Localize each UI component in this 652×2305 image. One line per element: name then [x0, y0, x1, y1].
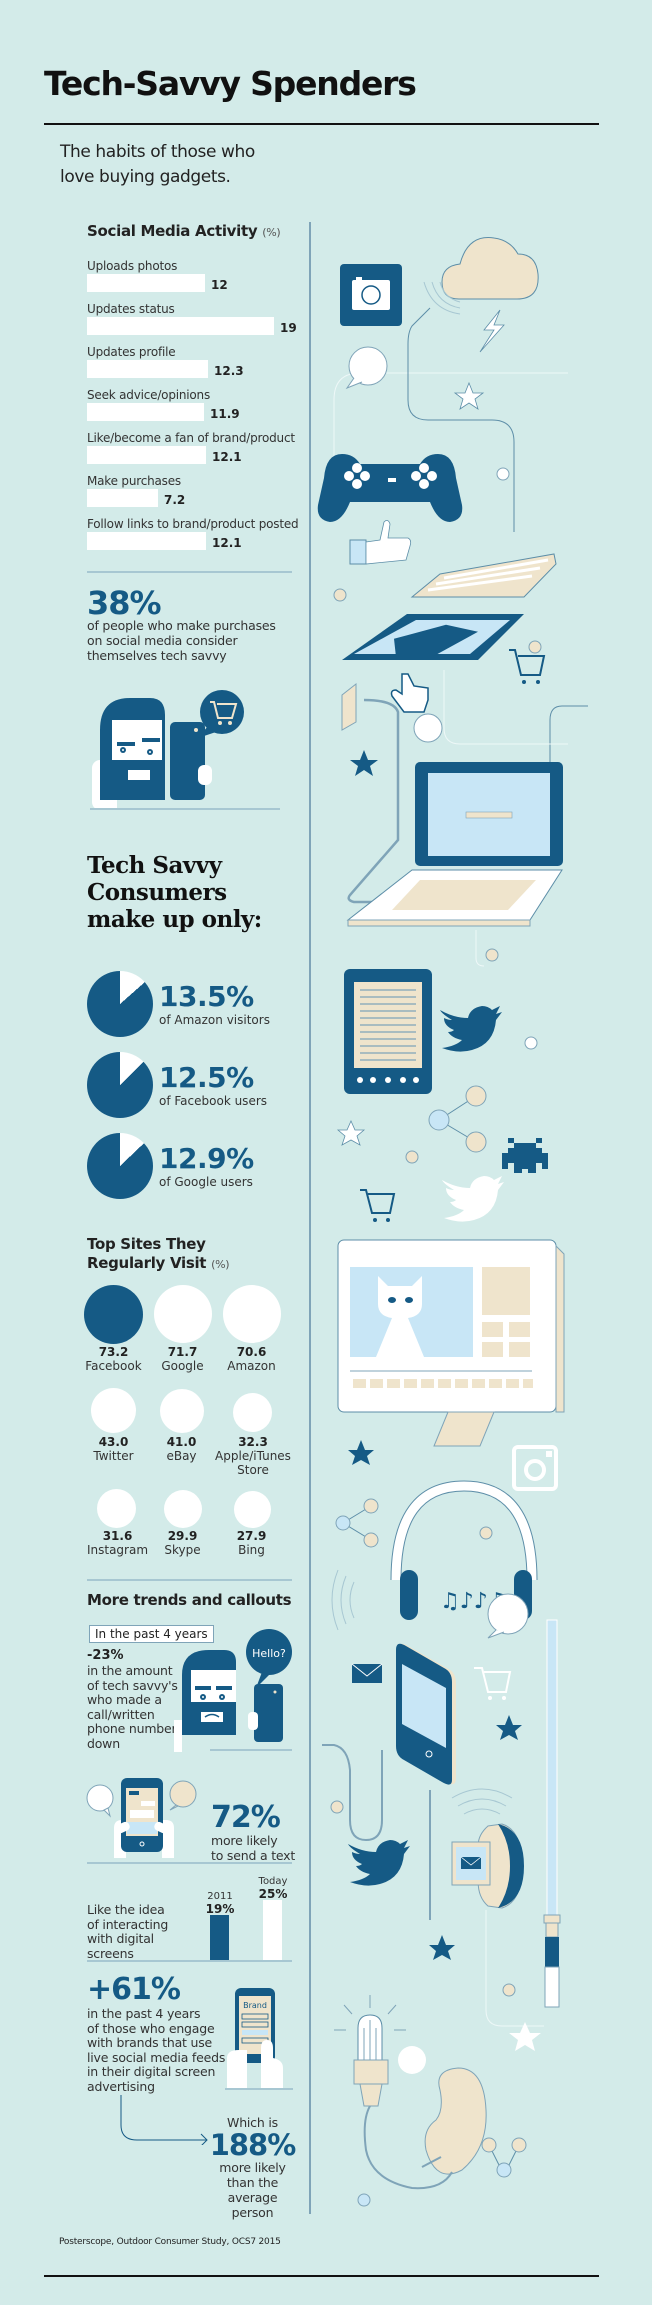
title-divider — [44, 123, 599, 125]
texting-phone-illustration — [86, 1768, 201, 1858]
brand-engagement-text: in the past 4 years of those who engage … — [87, 2006, 226, 2094]
pie-item-facebook: 12.5% of Facebook users — [87, 1044, 270, 1125]
section-divider — [87, 1579, 292, 1581]
cart-icon — [509, 649, 546, 684]
brand-engagement-value: +61% — [87, 1972, 181, 2007]
section-divider — [87, 1862, 292, 1864]
bubble-amazon — [223, 1285, 281, 1343]
bar — [87, 489, 158, 507]
camera-icon — [340, 264, 402, 326]
top-sites-heading: Top Sites They Regularly Visit (%) — [87, 1235, 230, 1272]
space-invader-icon — [502, 1138, 548, 1173]
cart-icon — [474, 1667, 512, 1700]
bar-row: Updates status 19 — [87, 302, 297, 335]
bar — [87, 532, 206, 550]
twitter-bird-icon — [442, 1176, 504, 1222]
arrow-connector — [119, 2095, 209, 2145]
footer-divider — [44, 2275, 599, 2277]
cart-icon — [360, 1189, 396, 1222]
brand-phone-illustration: Brand — [225, 1988, 295, 2090]
bubble-instagram — [97, 1489, 136, 1528]
pie-item-amazon: 13.5% of Amazon visitors — [87, 963, 270, 1044]
bar-2011-label: 2011 — [207, 1891, 233, 1902]
bubble-ebay — [160, 1389, 204, 1433]
page-subtitle: The habits of those who love buying gadg… — [60, 142, 255, 187]
bar-today-value: 25% — [258, 1887, 288, 1901]
bar-today-label: Today — [258, 1876, 288, 1887]
text-likelihood-text: more likely to send a text — [211, 1833, 296, 1863]
bar — [87, 446, 206, 464]
headphones-icon — [390, 1480, 538, 1620]
trends-heading: More trends and callouts — [87, 1591, 292, 1609]
smartphone-icon — [396, 1643, 456, 1785]
brand-label: Brand — [243, 2001, 267, 2010]
bubble-facebook — [84, 1285, 143, 1344]
column-divider — [309, 222, 311, 2214]
laptop-icon — [346, 762, 563, 927]
bar — [87, 360, 208, 378]
pie-chart — [87, 1132, 153, 1199]
bar-row: Follow links to brand/product posted 12.… — [87, 517, 299, 550]
twitter-bird-icon — [348, 1840, 410, 1886]
bar — [87, 403, 204, 421]
bar-row: Seek advice/opinions 11.9 — [87, 388, 240, 421]
bar-row: Like/become a fan of brand/product 12.1 — [87, 431, 295, 464]
man-with-phone-illustration — [90, 690, 290, 810]
consumer-pie-list: 13.5% of Amazon visitors 12.5% of Facebook… — [87, 963, 270, 1206]
consumers-heading: Tech Savvy Consumers make up only: — [87, 852, 262, 933]
section-divider — [87, 1960, 292, 1962]
potato-battery-icon — [424, 2067, 487, 2175]
tablet-icon — [342, 614, 524, 660]
top-sites-bubbles: 73.2 Facebook 71.7 Google 70.6 Amazon 43.0 T… — [84, 1285, 294, 1565]
period-tag: In the past 4 years — [89, 1625, 214, 1643]
bubble-apple-itunes — [233, 1393, 272, 1432]
pie-chart — [87, 970, 153, 1037]
envelope-icon — [351, 1663, 383, 1683]
call-decline-value: -23% — [87, 1648, 124, 1663]
instagram-icon — [512, 1445, 558, 1491]
bar-row: Updates profile 12.3 — [87, 345, 244, 378]
bubble-google — [154, 1285, 212, 1343]
bar-row: Make purchases 7.2 — [87, 474, 186, 507]
smartwatch-icon — [451, 1823, 524, 1909]
man-calling-illustration: Hello? — [174, 1620, 294, 1755]
gamepad-icon — [317, 454, 463, 522]
screens-text: Like the idea of interacting with digita… — [87, 1902, 169, 1961]
bar-today — [263, 1900, 282, 1960]
bubble-twitter — [91, 1388, 136, 1433]
light-bulb-icon — [334, 1995, 406, 2107]
section-divider — [87, 571, 292, 573]
bar-2011 — [210, 1915, 229, 1960]
ereader-icon — [344, 969, 432, 1094]
lightsaber-icon — [543, 1619, 561, 2008]
text-likelihood-value: 72% — [211, 1800, 281, 1835]
page-title: Tech-Savvy Spenders — [44, 64, 417, 103]
bar-2011-value: 19% — [205, 1902, 235, 1916]
social-media-bar-chart: Uploads photos 12 Updates status 19 Upda… — [87, 259, 299, 560]
average-person-callout: Which is 188% more likely than the avera… — [209, 2115, 297, 2220]
call-decline-text: in the amount of tech savvy's who made a… — [87, 1663, 178, 1751]
twitter-bird-icon — [440, 1006, 502, 1052]
bar — [87, 274, 205, 292]
pie-item-google: 12.9% of Google users — [87, 1125, 270, 1206]
monitor-icon — [337, 1239, 565, 1447]
bubble-skype — [164, 1490, 202, 1528]
speech-hello: Hello? — [252, 1647, 286, 1660]
bubble-bing — [234, 1491, 271, 1528]
pie-chart — [87, 1051, 153, 1118]
source-citation: Posterscope, Outdoor Consumer Study, OCS… — [59, 2237, 281, 2247]
bar — [87, 317, 274, 335]
social-media-heading: Social Media Activity (%) — [87, 222, 281, 240]
callout-38-text: of people who make purchases on social m… — [87, 618, 276, 663]
bar-row: Uploads photos 12 — [87, 259, 228, 292]
callout-38-value: 38% — [87, 584, 162, 622]
gadget-illustrations: ♫♪♪♫ — [312, 220, 612, 2210]
